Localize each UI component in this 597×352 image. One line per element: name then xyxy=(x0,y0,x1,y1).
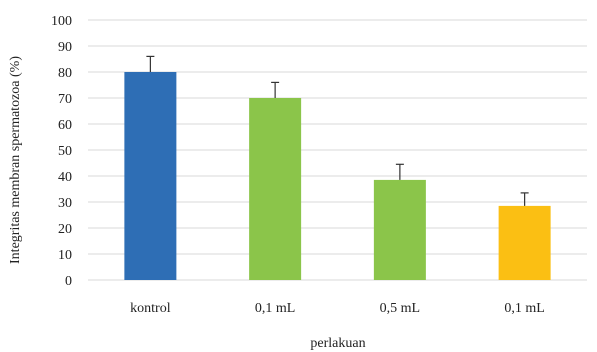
y-tick-label: 60 xyxy=(58,118,72,133)
y-tick-label: 50 xyxy=(58,144,72,159)
y-tick-label: 80 xyxy=(58,66,72,81)
y-tick-label: 30 xyxy=(58,196,72,211)
y-axis-ticks: 0 10 20 30 40 50 60 70 80 90 100 xyxy=(51,14,72,289)
bar xyxy=(373,179,426,280)
x-tick-label: kontrol xyxy=(130,301,171,316)
y-tick-label: 0 xyxy=(65,274,72,289)
x-axis-ticks: kontrol 0,1 mL 0,5 mL 0,1 mL xyxy=(130,301,545,316)
y-tick-label: 90 xyxy=(58,40,72,55)
x-tick-label: 0,1 mL xyxy=(504,301,544,316)
y-tick-label: 70 xyxy=(58,92,72,107)
error-bars xyxy=(146,55,529,206)
bar xyxy=(249,98,302,280)
x-tick-label: 0,1 mL xyxy=(255,301,295,316)
x-tick-label: 0,5 mL xyxy=(380,301,420,316)
x-axis-title: perlakuan xyxy=(310,336,365,351)
bar xyxy=(498,205,551,280)
y-tick-label: 20 xyxy=(58,222,72,237)
bar xyxy=(124,72,177,280)
bars xyxy=(124,72,551,280)
y-tick-label: 40 xyxy=(58,170,72,185)
y-tick-label: 10 xyxy=(58,248,72,263)
y-tick-label: 100 xyxy=(51,14,72,29)
y-axis-title: Integritas membran spermatozoa (%) xyxy=(8,56,23,264)
